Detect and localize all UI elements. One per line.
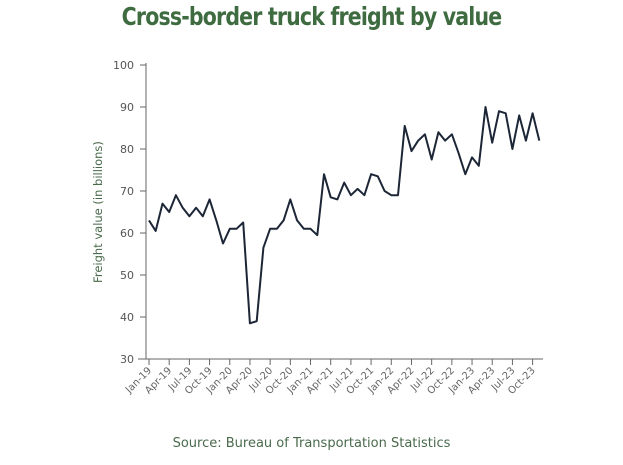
y-tick-label: 100	[113, 59, 134, 72]
y-tick-label: 40	[120, 311, 134, 324]
chart-title: Cross-border truck freight by value	[121, 2, 502, 31]
source-note: Source: Bureau of Transportation Statist…	[172, 436, 451, 451]
y-tick-label: 80	[120, 143, 134, 156]
y-tick-label: 50	[120, 269, 134, 282]
y-tick-label: 90	[120, 101, 134, 114]
y-tick-label: 30	[120, 353, 134, 366]
series-line	[148, 106, 541, 325]
y-axis-label: Freight value (in billions)	[91, 141, 105, 283]
y-tick-label: 70	[120, 185, 134, 198]
y-tick-label: 60	[120, 227, 134, 240]
